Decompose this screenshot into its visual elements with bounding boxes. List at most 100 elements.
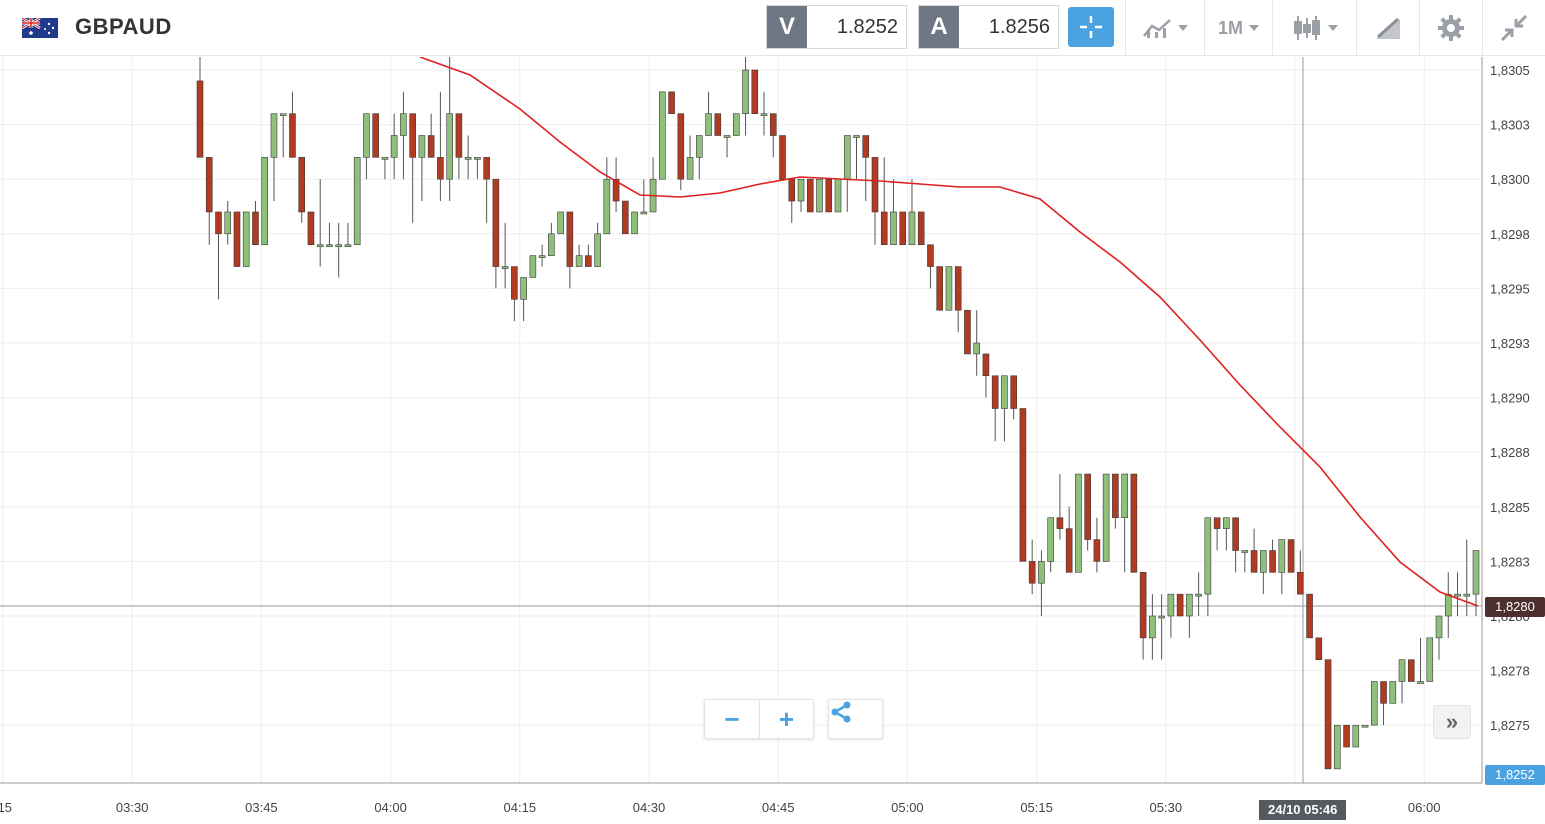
- candle-down: [871, 157, 879, 213]
- candle-down: [233, 211, 241, 267]
- candle-up: [1454, 593, 1461, 597]
- candle-up: [1158, 615, 1165, 619]
- drawing-tools-button[interactable]: [1356, 0, 1419, 56]
- candle-down: [1297, 572, 1304, 595]
- candle-down: [1084, 473, 1091, 540]
- candle-up: [1278, 539, 1286, 573]
- candle-up: [1223, 517, 1230, 529]
- candle-down: [205, 157, 213, 213]
- timeframe-button[interactable]: 1M: [1204, 0, 1272, 56]
- candle-down: [511, 266, 518, 300]
- candle-up: [1463, 593, 1471, 597]
- candle-up: [548, 233, 555, 256]
- price-label: 1,8283: [1490, 554, 1530, 569]
- price-chart[interactable]: 1,8305 1,8303 1,8300 1,8298 1,8295 1,8293 1,82…: [0, 57, 1545, 824]
- candle-down: [1112, 473, 1119, 519]
- chevron-down-icon: [1178, 25, 1188, 31]
- time-axis-labels: :15 03:30 03:45 04:00 04:15 04:30 04:45 05:00 05…: [0, 800, 1440, 815]
- candle-up: [270, 113, 278, 158]
- candle-up: [908, 211, 916, 246]
- candle-down: [196, 80, 204, 158]
- buy-tag: A: [919, 6, 959, 48]
- candle-down: [1176, 593, 1184, 617]
- candle-up: [501, 266, 509, 269]
- candle-down: [668, 91, 675, 114]
- crosshair-button[interactable]: [1068, 7, 1114, 47]
- candle-up: [464, 157, 472, 160]
- time-label: 05:15: [1020, 800, 1053, 815]
- candle-up: [1241, 550, 1249, 553]
- chart-axes: [0, 57, 1483, 784]
- candle-down: [298, 157, 306, 213]
- candle-down: [936, 266, 944, 311]
- chevron-down-icon: [1327, 25, 1338, 31]
- candlestick-icon: [1293, 16, 1320, 40]
- candle-up: [973, 342, 980, 355]
- candle-up: [557, 211, 564, 235]
- time-label: 04:30: [633, 800, 666, 815]
- timeframe-label: 1M: [1217, 17, 1243, 38]
- candle-down: [215, 211, 222, 235]
- chevron-down-icon: [1249, 25, 1259, 31]
- fullscreen-button[interactable]: [1482, 0, 1545, 56]
- candle-up: [945, 266, 953, 311]
- price-axis-labels: 1,8305 1,8303 1,8300 1,8298 1,8295 1,8293 1,82…: [1490, 63, 1530, 733]
- collapse-icon: [1500, 14, 1528, 42]
- candle-down: [1093, 539, 1101, 562]
- candle-down: [917, 211, 925, 246]
- candle-up: [1472, 550, 1480, 595]
- price-label: 1,8278: [1490, 664, 1530, 679]
- candle-up: [732, 113, 740, 136]
- candle-down: [991, 375, 999, 409]
- candle-up: [353, 157, 361, 246]
- candle-down: [714, 113, 722, 136]
- zoom-out-button[interactable]: −: [724, 703, 740, 734]
- candle-down: [585, 255, 592, 267]
- scroll-to-latest-button[interactable]: »: [1433, 705, 1471, 739]
- share-button[interactable]: [828, 699, 883, 739]
- candle-up: [1334, 724, 1341, 770]
- current-price-tag: 1,8280: [1485, 597, 1545, 617]
- candle-down: [1407, 659, 1415, 682]
- candlestick-chart[interactable]: 1,8305 1,8303 1,8300 1,8298 1,8295 1,8293 1,82…: [0, 57, 1545, 824]
- candle-down: [455, 113, 463, 158]
- candle-up: [1075, 473, 1082, 573]
- candle-up: [538, 255, 546, 258]
- candle-down: [437, 157, 444, 180]
- sell-quote[interactable]: V 1.8252: [766, 5, 907, 49]
- settings-button[interactable]: [1419, 0, 1482, 56]
- candle-up: [1398, 659, 1406, 682]
- time-label: 03:45: [245, 800, 278, 815]
- candle-down: [427, 135, 435, 158]
- candle-up: [1417, 681, 1424, 684]
- price-label: 1,8275: [1490, 718, 1530, 733]
- chart-toolbar: GBPAUD V 1.8252 A 1.8256 1M: [0, 0, 1545, 56]
- candle-up: [640, 211, 648, 215]
- crosshair-time-tag: 24/10 05:46: [1259, 800, 1347, 820]
- candle-down: [954, 266, 962, 311]
- buy-quote[interactable]: A 1.8256: [918, 5, 1059, 49]
- candle-down: [1139, 572, 1147, 639]
- candle-down: [1130, 473, 1138, 573]
- candle-down: [1010, 375, 1017, 409]
- candle-up: [1370, 681, 1378, 726]
- candle-down: [880, 211, 888, 246]
- sell-tag: V: [767, 6, 807, 48]
- indicators-button[interactable]: [1125, 0, 1204, 56]
- time-label: :15: [0, 800, 12, 815]
- candle-up: [1426, 637, 1434, 682]
- candle-up: [659, 91, 666, 180]
- candle-down: [252, 211, 259, 246]
- time-label: 05:30: [1150, 800, 1183, 815]
- candle-up: [1149, 615, 1156, 639]
- candle-down: [677, 113, 685, 180]
- candle-up: [742, 69, 749, 114]
- candle-up: [279, 113, 287, 116]
- price-label: 1,8298: [1490, 227, 1530, 242]
- price-label: 1,8285: [1490, 500, 1530, 515]
- candle-up: [843, 135, 851, 180]
- candle-up: [326, 244, 333, 248]
- zoom-in-button[interactable]: +: [758, 700, 813, 738]
- candle-up: [705, 113, 712, 136]
- chart-type-button[interactable]: [1272, 0, 1356, 56]
